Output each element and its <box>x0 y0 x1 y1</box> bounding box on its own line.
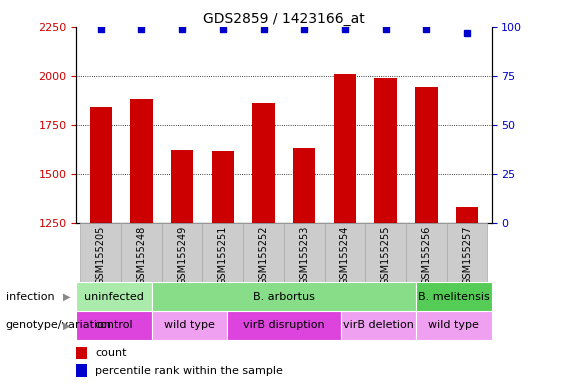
Text: GSM155252: GSM155252 <box>259 226 268 285</box>
Bar <box>121 223 162 282</box>
Bar <box>89 107 112 384</box>
Bar <box>171 150 193 384</box>
Bar <box>416 311 492 340</box>
Bar <box>76 364 86 376</box>
Text: GSM155253: GSM155253 <box>299 226 309 285</box>
Text: virB deletion: virB deletion <box>343 320 414 331</box>
Text: GSM155257: GSM155257 <box>462 226 472 285</box>
Bar <box>76 347 86 359</box>
Bar <box>416 282 492 311</box>
Bar <box>80 223 121 282</box>
Text: infection: infection <box>6 291 54 302</box>
Bar <box>130 99 153 384</box>
Text: GSM155249: GSM155249 <box>177 226 187 285</box>
Text: B. melitensis: B. melitensis <box>418 291 490 302</box>
Bar <box>227 311 341 340</box>
Text: genotype/variation: genotype/variation <box>6 320 112 331</box>
Text: percentile rank within the sample: percentile rank within the sample <box>95 366 283 376</box>
Bar <box>152 282 416 311</box>
Text: wild type: wild type <box>164 320 215 331</box>
Text: ▶: ▶ <box>63 320 71 331</box>
Text: wild type: wild type <box>428 320 479 331</box>
Text: count: count <box>95 348 127 358</box>
Bar <box>284 223 325 282</box>
Text: control: control <box>95 320 133 331</box>
Text: GSM155205: GSM155205 <box>95 226 106 285</box>
Bar <box>366 223 406 282</box>
Bar <box>76 282 152 311</box>
Bar <box>334 74 356 384</box>
Bar <box>375 78 397 384</box>
Bar <box>406 223 447 282</box>
Text: GSM155256: GSM155256 <box>421 226 432 285</box>
Text: ▶: ▶ <box>63 291 71 302</box>
Bar <box>341 311 416 340</box>
Bar <box>415 87 438 384</box>
Text: virB disruption: virB disruption <box>243 320 325 331</box>
Bar <box>447 223 488 282</box>
Bar <box>162 223 202 282</box>
Text: GSM155248: GSM155248 <box>136 226 146 285</box>
Text: GSM155255: GSM155255 <box>381 226 390 285</box>
Bar <box>202 223 243 282</box>
Bar <box>76 311 152 340</box>
Bar <box>212 151 234 384</box>
Bar <box>152 311 227 340</box>
Text: GSM155251: GSM155251 <box>218 226 228 285</box>
Bar <box>243 223 284 282</box>
Text: B. arbortus: B. arbortus <box>253 291 315 302</box>
Bar <box>456 207 479 384</box>
Bar <box>293 148 315 384</box>
Bar <box>325 223 366 282</box>
Text: uninfected: uninfected <box>84 291 144 302</box>
Bar <box>253 103 275 384</box>
Text: GSM155254: GSM155254 <box>340 226 350 285</box>
Title: GDS2859 / 1423166_at: GDS2859 / 1423166_at <box>203 12 365 26</box>
